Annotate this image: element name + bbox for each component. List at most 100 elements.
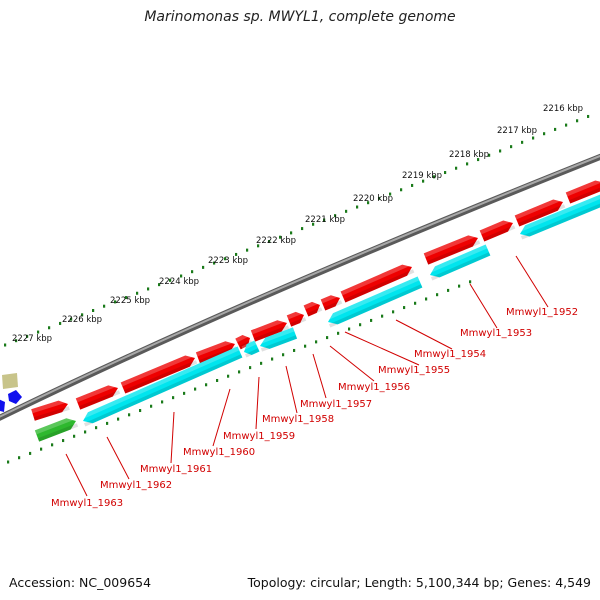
label-leader-line: [106, 436, 130, 480]
gene-label: Mmwyl1_1955: [378, 365, 450, 376]
scale-label: 2219 kbp: [402, 171, 442, 181]
tick-mark: [469, 280, 472, 284]
tick-mark: [59, 321, 62, 325]
label-leader-line: [329, 345, 375, 382]
tick-mark: [147, 287, 150, 291]
tick-mark: [422, 179, 425, 183]
forward-gene-arrow: [120, 352, 198, 394]
genome-backbone: [0, 153, 600, 421]
tick-mark: [37, 330, 40, 334]
tick-mark: [48, 326, 51, 330]
tick-mark: [194, 387, 197, 391]
tick-mark: [345, 209, 348, 213]
tick-mark: [554, 127, 557, 131]
gene-label: Mmwyl1_1954: [414, 349, 486, 360]
tick-mark: [158, 283, 161, 287]
tick-mark: [565, 123, 568, 127]
label-leader-line: [515, 255, 549, 308]
tick-mark: [433, 175, 436, 179]
forward-gene-arrow: [195, 338, 238, 364]
tick-mark: [26, 334, 29, 338]
feature-track: [0, 177, 600, 442]
tick-mark: [403, 306, 406, 310]
tick-mark: [312, 222, 315, 226]
tick-mark: [381, 314, 384, 318]
gene-label: Mmwyl1_1957: [300, 399, 372, 410]
outer-tick-track: [4, 114, 590, 347]
tick-mark: [227, 374, 230, 378]
tick-mark: [576, 119, 579, 123]
tick-mark: [180, 274, 183, 278]
gene-label: Mmwyl1_1953: [460, 328, 532, 339]
scale-label: 2218 kbp: [449, 150, 489, 160]
tick-mark: [326, 336, 329, 340]
tick-mark: [301, 227, 304, 231]
forward-gene-arrow: [303, 299, 323, 317]
tick-mark: [411, 183, 414, 187]
tick-mark: [257, 244, 260, 248]
tick-mark: [103, 304, 106, 308]
tick-mark: [235, 252, 238, 256]
tick-mark: [40, 447, 43, 451]
tick-mark: [323, 218, 326, 222]
tick-mark: [216, 378, 219, 382]
tick-mark: [18, 456, 21, 460]
tick-mark: [279, 235, 282, 239]
label-leader-line: [344, 331, 420, 366]
tick-mark: [150, 404, 153, 408]
reverse-gene-arrow: [80, 346, 243, 427]
gene-label-group: Mmwyl1_1952 Mmwyl1_1953 Mmwyl1_1954 Mmwyl1_…: [51, 307, 578, 509]
tick-mark: [172, 396, 175, 400]
tick-mark: [543, 132, 546, 136]
tick-mark: [81, 313, 84, 317]
tick-mark: [447, 288, 450, 292]
tick-mark: [224, 257, 227, 261]
tick-mark: [213, 261, 216, 265]
gene-label: Mmwyl1_1963: [51, 498, 123, 509]
tick-mark: [271, 357, 274, 361]
forward-gene-arrow: [75, 382, 121, 410]
tick-mark: [458, 284, 461, 288]
tick-mark: [114, 300, 117, 304]
tick-mark: [400, 188, 403, 192]
tick-mark: [249, 366, 252, 370]
forward-gene-arrow: [286, 309, 307, 327]
forward-gene-arrow: [565, 177, 600, 204]
tick-mark: [136, 291, 139, 295]
tick-mark: [106, 421, 109, 425]
forward-gene-arrow: [250, 317, 290, 342]
tick-mark: [425, 297, 428, 301]
forward-gene-arrow: [320, 292, 343, 311]
accession-text: Accession: NC_009654: [9, 575, 152, 590]
reverse-gene-arrow: [241, 340, 260, 358]
tick-mark: [282, 353, 285, 357]
reverse-gene-arrow: [427, 244, 491, 281]
tick-mark: [128, 413, 131, 417]
gene-label: Mmwyl1_1956: [338, 382, 410, 393]
tick-mark: [389, 192, 392, 196]
other-feature: [2, 373, 18, 389]
label-leader-line: [212, 388, 231, 447]
tick-mark: [348, 327, 351, 331]
tick-mark: [92, 309, 95, 313]
scale-label-group: 2216 kbp 2217 kbp 2218 kbp 2219 kbp 2220 kbp…: [12, 104, 583, 344]
label-leader-line: [170, 411, 175, 464]
gene-label: Mmwyl1_1962: [100, 480, 172, 491]
label-leader-line: [312, 353, 327, 399]
gene-label: Mmwyl1_1958: [262, 414, 334, 425]
tick-mark: [139, 409, 142, 413]
gene-label: Mmwyl1_1960: [183, 447, 255, 458]
other-feature: [0, 399, 5, 412]
tick-mark: [414, 301, 417, 305]
tick-mark: [70, 317, 73, 321]
reverse-gene-arrow: [257, 327, 298, 352]
scale-label: 2221 kbp: [305, 215, 345, 225]
label-leader-line: [469, 283, 498, 329]
scale-label: 2226 kbp: [62, 315, 102, 325]
tick-mark: [370, 318, 373, 322]
tick-mark: [359, 323, 362, 327]
tick-mark: [246, 248, 249, 252]
tick-mark: [532, 136, 535, 140]
tick-mark: [436, 293, 439, 297]
